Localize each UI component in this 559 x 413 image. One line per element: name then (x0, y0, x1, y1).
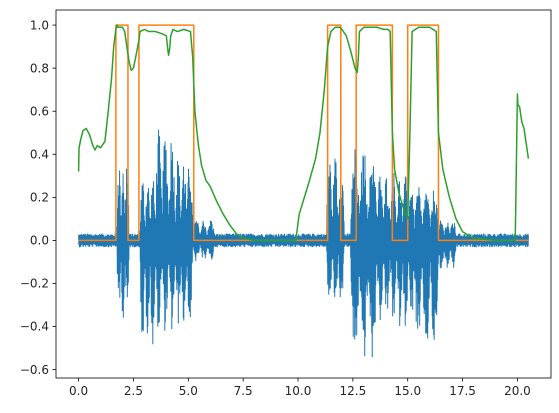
x-tick-label: 15.0 (394, 384, 421, 398)
series-layer (77, 24, 530, 358)
series-line-waveform (78, 129, 529, 358)
y-tick-label: 0.2 (30, 191, 49, 205)
series-line-step (78, 24, 529, 242)
y-tick-label: 0.8 (30, 61, 49, 75)
x-tick-label: 0.0 (69, 384, 88, 398)
x-tick-label: 12.5 (340, 384, 367, 398)
x-tick-label: 20.0 (504, 384, 531, 398)
x-tick-label: 5.0 (179, 384, 198, 398)
y-tick-label: 0.6 (30, 104, 49, 118)
axes-frame (55, 9, 552, 379)
x-tick-label: 2.5 (124, 384, 143, 398)
x-tick-label: 7.5 (234, 384, 253, 398)
y-tick-label: 1.0 (30, 18, 49, 32)
x-tick-label: 10.0 (285, 384, 312, 398)
x-tick-label: 17.5 (449, 384, 476, 398)
x-axis: 0.0 2.5 5.0 7.5 10.0 12.5 15.0 17.5 20.0 (69, 378, 531, 398)
y-tick-label: −0.2 (20, 277, 49, 291)
y-tick-label: −0.6 (20, 363, 49, 377)
series-line-probability (77, 24, 530, 242)
y-tick-label: 0.4 (30, 147, 49, 161)
y-tick-label: −0.4 (20, 320, 49, 334)
y-axis: −0.6 −0.4 −0.2 0.0 0.2 0.4 0.6 0.8 1.0 (20, 18, 56, 377)
y-tick-label: 0.0 (30, 234, 49, 248)
